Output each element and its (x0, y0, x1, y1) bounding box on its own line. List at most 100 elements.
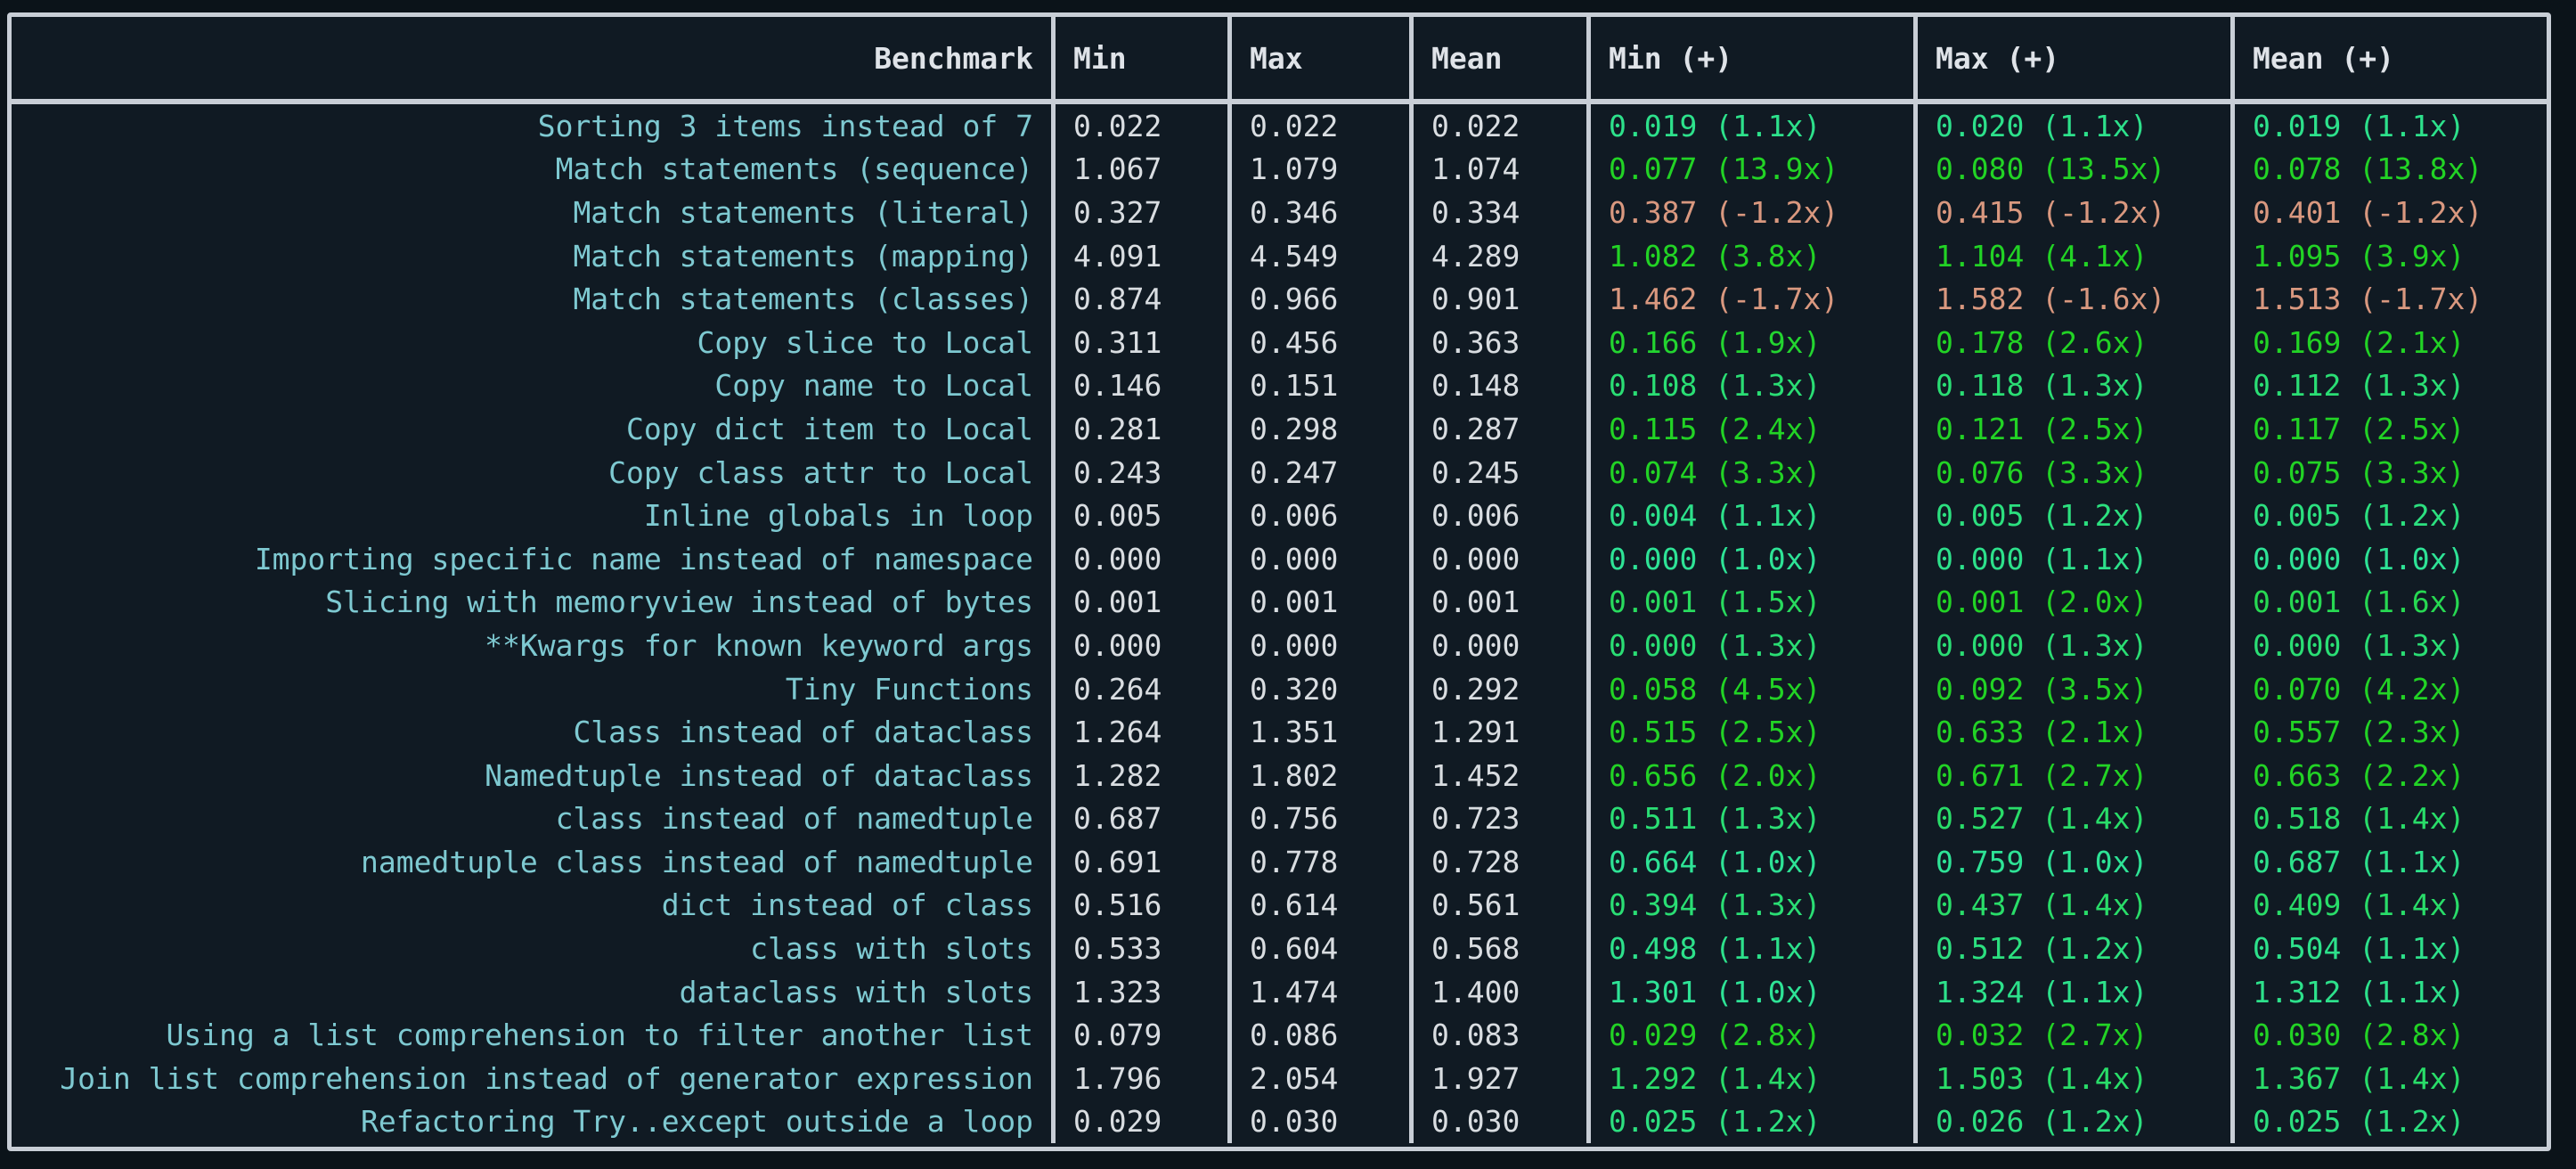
cell-max-plus: 0.032 (2.7x) (1913, 1013, 2230, 1058)
cell-mean: 0.006 (1409, 494, 1586, 537)
table-row: Join list comprehension instead of gener… (12, 1057, 2547, 1100)
cell-max-plus: 0.178 (2.6x) (1913, 320, 2230, 364)
cell-mean: 1.927 (1409, 1057, 1586, 1100)
cell-mean-plus: 1.367 (1.4x) (2230, 1057, 2547, 1100)
cell-min-plus: 1.462 (-1.7x) (1586, 277, 1913, 321)
table-row: Match statements (literal) 0.327 0.346 0… (12, 191, 2547, 234)
cell-mean-plus: 0.401 (-1.2x) (2230, 191, 2547, 234)
cell-mean: 0.083 (1409, 1013, 1586, 1058)
cell-min: 1.796 (1051, 1057, 1227, 1100)
cell-mean: 0.148 (1409, 364, 1586, 408)
cell-min-plus: 0.058 (4.5x) (1586, 666, 1913, 711)
cell-min-plus: 0.004 (1.1x) (1586, 494, 1913, 537)
cell-max-plus: 0.671 (2.7x) (1913, 753, 2230, 797)
cell-min-plus: 0.000 (1.0x) (1586, 536, 1913, 581)
cell-max: 1.351 (1227, 710, 1409, 754)
cell-max-plus: 1.324 (1.1x) (1913, 969, 2230, 1014)
table-row: Importing specific name instead of names… (12, 536, 2547, 581)
cell-mean: 1.291 (1409, 710, 1586, 754)
cell-min-plus: 1.292 (1.4x) (1586, 1057, 1913, 1100)
cell-mean: 0.287 (1409, 407, 1586, 451)
cell-max: 0.320 (1227, 666, 1409, 711)
cell-mean: 0.001 (1409, 580, 1586, 625)
cell-max: 0.456 (1227, 320, 1409, 364)
cell-max: 0.022 (1227, 104, 1409, 148)
cell-max-plus: 0.000 (1.1x) (1913, 536, 2230, 581)
table-row: Copy name to Local 0.146 0.151 0.148 0.1… (12, 364, 2547, 408)
cell-min: 0.243 (1051, 450, 1227, 495)
table-row: Refactoring Try..except outside a loop 0… (12, 1100, 2547, 1144)
cell-max: 0.298 (1227, 407, 1409, 451)
cell-min: 0.029 (1051, 1100, 1227, 1144)
cell-max: 0.000 (1227, 624, 1409, 667)
cell-max: 0.614 (1227, 883, 1409, 928)
cell-mean: 1.400 (1409, 969, 1586, 1014)
cell-max: 0.151 (1227, 364, 1409, 408)
cell-max: 2.054 (1227, 1057, 1409, 1100)
cell-mean-plus: 0.000 (1.0x) (2230, 536, 2547, 581)
cell-benchmark: Match statements (mapping) (573, 238, 1033, 274)
cell-min: 0.281 (1051, 407, 1227, 451)
cell-min-plus: 0.664 (1.0x) (1586, 840, 1913, 884)
cell-max: 0.778 (1227, 840, 1409, 884)
cell-mean: 0.000 (1409, 536, 1586, 581)
cell-min-plus: 0.029 (2.8x) (1586, 1013, 1913, 1058)
cell-max: 0.000 (1227, 536, 1409, 581)
cell-max: 0.346 (1227, 191, 1409, 234)
table-row: Sorting 3 items instead of 7 0.022 0.022… (12, 104, 2547, 148)
cell-mean: 4.289 (1409, 233, 1586, 278)
cell-max-plus: 1.503 (1.4x) (1913, 1057, 2230, 1100)
cell-mean: 1.074 (1409, 147, 1586, 192)
cell-min-plus: 0.074 (3.3x) (1586, 450, 1913, 495)
cell-min-plus: 0.077 (13.9x) (1586, 147, 1913, 192)
benchmark-table: Benchmark Min Max Mean Min (+) Max (+) M… (7, 12, 2551, 1151)
cell-max-plus: 0.026 (1.2x) (1913, 1100, 2230, 1144)
cell-benchmark: Inline globals in loop (643, 498, 1033, 534)
header-cell-min: Min (1051, 17, 1227, 99)
table-body: Sorting 3 items instead of 7 0.022 0.022… (12, 104, 2547, 1144)
header-cell-min-plus: Min (+) (1586, 17, 1913, 99)
cell-benchmark: **Kwargs for known keyword args (485, 627, 1033, 663)
cell-benchmark: Match statements (classes) (573, 282, 1033, 317)
cell-mean-plus: 0.112 (1.3x) (2230, 364, 2547, 408)
table-row: class with slots 0.533 0.604 0.568 0.498… (12, 927, 2547, 970)
cell-mean-plus: 1.513 (-1.7x) (2230, 277, 2547, 321)
table-header-row: Benchmark Min Max Mean Min (+) Max (+) M… (12, 17, 2547, 104)
cell-max-plus: 0.415 (-1.2x) (1913, 191, 2230, 234)
table-row: namedtuple class instead of namedtuple 0… (12, 840, 2547, 884)
cell-benchmark: Match statements (sequence) (555, 151, 1033, 187)
cell-min: 0.687 (1051, 797, 1227, 841)
cell-max-plus: 0.076 (3.3x) (1913, 450, 2230, 495)
cell-min-plus: 0.515 (2.5x) (1586, 710, 1913, 754)
cell-max: 1.079 (1227, 147, 1409, 192)
cell-min-plus: 0.166 (1.9x) (1586, 320, 1913, 364)
table-row: Match statements (classes) 0.874 0.966 0… (12, 277, 2547, 321)
cell-benchmark: dataclass with slots (679, 974, 1033, 1010)
cell-min-plus: 0.019 (1.1x) (1586, 104, 1913, 148)
cell-max-plus: 0.005 (1.2x) (1913, 494, 2230, 537)
table-row: class instead of namedtuple 0.687 0.756 … (12, 797, 2547, 841)
cell-benchmark: Importing specific name instead of names… (254, 541, 1033, 576)
cell-min-plus: 1.082 (3.8x) (1586, 233, 1913, 278)
cell-max-plus: 1.582 (-1.6x) (1913, 277, 2230, 321)
cell-mean: 0.561 (1409, 883, 1586, 928)
cell-max: 0.030 (1227, 1100, 1409, 1144)
header-cell-max-plus: Max (+) (1913, 17, 2230, 99)
cell-max-plus: 0.437 (1.4x) (1913, 883, 2230, 928)
cell-min: 0.311 (1051, 320, 1227, 364)
cell-benchmark: class with slots (750, 931, 1033, 967)
cell-mean: 0.901 (1409, 277, 1586, 321)
cell-benchmark: class instead of namedtuple (555, 801, 1033, 837)
cell-min-plus: 0.001 (1.5x) (1586, 580, 1913, 625)
cell-benchmark: Sorting 3 items instead of 7 (537, 108, 1033, 143)
cell-max: 1.474 (1227, 969, 1409, 1014)
header-cell-max: Max (1227, 17, 1409, 99)
cell-mean-plus: 0.078 (13.8x) (2230, 147, 2547, 192)
cell-max-plus: 0.118 (1.3x) (1913, 364, 2230, 408)
cell-benchmark: Slicing with memoryview instead of bytes (325, 584, 1033, 620)
cell-max-plus: 0.121 (2.5x) (1913, 407, 2230, 451)
cell-mean-plus: 0.518 (1.4x) (2230, 797, 2547, 841)
table-row: Class instead of dataclass 1.264 1.351 1… (12, 710, 2547, 754)
cell-max-plus: 1.104 (4.1x) (1913, 233, 2230, 278)
table-row: Match statements (sequence) 1.067 1.079 … (12, 147, 2547, 192)
